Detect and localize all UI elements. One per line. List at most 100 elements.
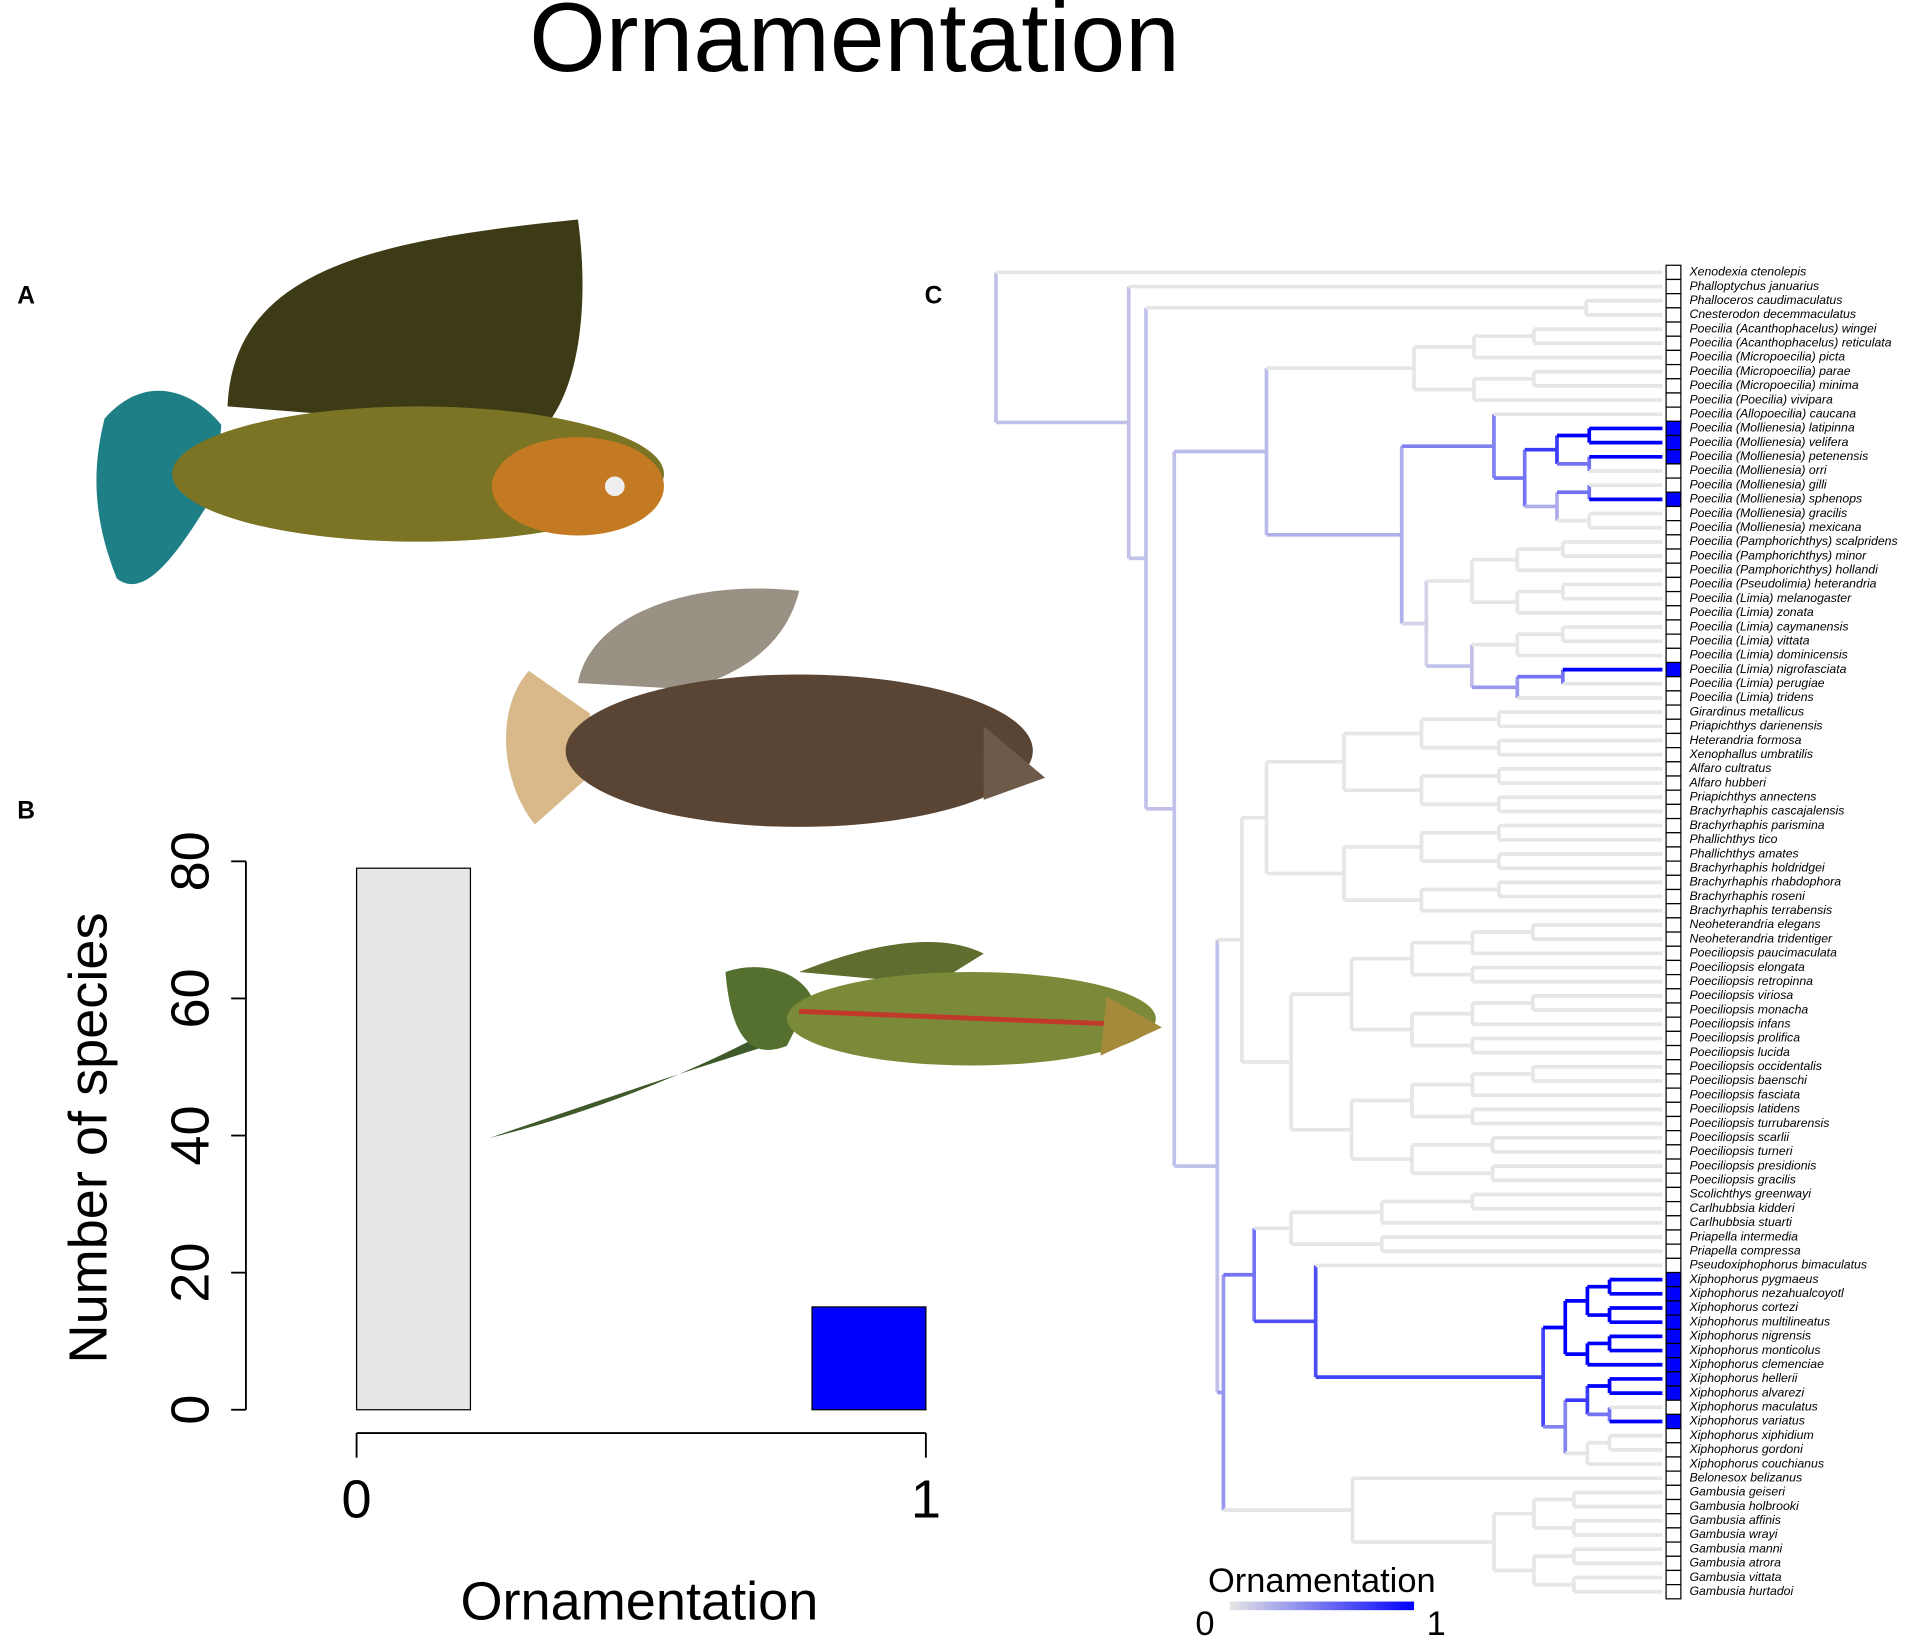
state-box bbox=[1665, 1215, 1682, 1231]
species-label: Carlhubbsia stuarti bbox=[1689, 1215, 1792, 1229]
state-box bbox=[1665, 520, 1682, 536]
state-box bbox=[1665, 264, 1682, 281]
species-label: Phalloptychus januarius bbox=[1689, 279, 1819, 293]
state-box bbox=[1665, 690, 1682, 706]
state-box bbox=[1665, 406, 1682, 422]
species-label: Belonesox belizanus bbox=[1689, 1470, 1802, 1484]
species-label: Xiphophorus nezahualcoyotl bbox=[1688, 1286, 1844, 1300]
state-box bbox=[1665, 988, 1682, 1004]
species-label: Poecilia (Allopoecilia) caucana bbox=[1689, 406, 1856, 420]
species-label: Poecilia (Limia) dominicensis bbox=[1689, 648, 1847, 662]
species-label: Heterandria formosa bbox=[1689, 733, 1801, 747]
y-axis-title: Number of species bbox=[59, 913, 119, 1364]
species-label: Poecilia (Mollienesia) gilli bbox=[1689, 477, 1826, 491]
species-label: Alfaro cultratus bbox=[1688, 761, 1771, 775]
state-box bbox=[1665, 534, 1682, 550]
species-label: Poecilia (Acanthophacelus) wingei bbox=[1689, 321, 1876, 335]
state-box bbox=[1665, 917, 1682, 933]
state-box bbox=[1665, 1541, 1682, 1557]
x-axis-title: Ornamentation bbox=[460, 1572, 818, 1632]
state-box bbox=[1665, 1569, 1682, 1586]
x-tick-label: 0 bbox=[342, 1469, 372, 1529]
species-label: Xiphophorus pygmaeus bbox=[1688, 1272, 1818, 1286]
state-box bbox=[1665, 1130, 1682, 1146]
state-box bbox=[1665, 477, 1682, 493]
species-label: Poeciliopsis latidens bbox=[1689, 1102, 1800, 1116]
state-box bbox=[1665, 704, 1682, 720]
state-box bbox=[1665, 449, 1682, 465]
state-box bbox=[1665, 817, 1682, 834]
bar bbox=[355, 867, 472, 1411]
y-tick-label: 20 bbox=[161, 1243, 221, 1303]
fish-molly bbox=[505, 588, 1046, 827]
species-label: Poecilia (Pseudolimia) heterandria bbox=[1689, 577, 1876, 591]
species-label: Poeciliopsis occidentalis bbox=[1689, 1059, 1821, 1073]
species-label: Poeciliopsis lucida bbox=[1689, 1045, 1790, 1059]
y-tick-label: 60 bbox=[161, 968, 221, 1028]
state-box bbox=[1665, 1200, 1682, 1217]
species-label: Carlhubbsia kidderi bbox=[1689, 1201, 1794, 1215]
state-box bbox=[1665, 1555, 1682, 1572]
state-box bbox=[1665, 874, 1682, 891]
species-label: Girardinus metallicus bbox=[1689, 704, 1804, 718]
state-box bbox=[1665, 661, 1682, 678]
state-box bbox=[1665, 1172, 1682, 1189]
state-box bbox=[1665, 803, 1682, 820]
species-label: Gambusia geiseri bbox=[1689, 1485, 1785, 1499]
species-label: Xiphophorus clemenciae bbox=[1688, 1357, 1824, 1371]
state-box bbox=[1665, 1257, 1682, 1274]
species-label: Priapella compressa bbox=[1689, 1243, 1800, 1257]
species-label: Poeciliopsis prolifica bbox=[1689, 1031, 1800, 1045]
state-box bbox=[1665, 293, 1682, 309]
species-label: Xiphophorus maculatus bbox=[1688, 1400, 1817, 1414]
species-label: Xiphophorus hellerii bbox=[1688, 1371, 1797, 1385]
species-label: Poecilia (Pamphorichthys) hollandi bbox=[1689, 563, 1878, 577]
state-box bbox=[1665, 1087, 1682, 1103]
species-label: Xenophallus umbratilis bbox=[1688, 747, 1813, 761]
state-box bbox=[1665, 335, 1682, 352]
species-label: Poecilia (Pamphorichthys) minor bbox=[1689, 548, 1867, 562]
species-label: Gambusia affinis bbox=[1689, 1513, 1780, 1527]
state-box bbox=[1665, 1427, 1682, 1444]
species-label: Poeciliopsis scarlii bbox=[1689, 1130, 1789, 1144]
state-box bbox=[1665, 321, 1682, 337]
species-label: Poeciliopsis fasciata bbox=[1689, 1087, 1800, 1101]
species-label: Xiphophorus gordoni bbox=[1688, 1442, 1803, 1456]
state-box bbox=[1665, 718, 1682, 735]
state-box bbox=[1665, 1243, 1682, 1259]
species-label: Poecilia (Micropoecilia) minima bbox=[1689, 378, 1858, 392]
species-label: Xenodexia ctenolepis bbox=[1688, 265, 1806, 279]
species-label: Priapella intermedia bbox=[1689, 1229, 1798, 1243]
species-label: Poeciliopsis infans bbox=[1689, 1017, 1790, 1031]
panel-label: B bbox=[17, 798, 35, 825]
state-box bbox=[1665, 278, 1682, 295]
species-label: Poecilia (Limia) caymanensis bbox=[1689, 619, 1848, 633]
state-box bbox=[1665, 1342, 1682, 1359]
y-tick-label: 40 bbox=[161, 1105, 221, 1165]
state-box bbox=[1665, 463, 1682, 479]
state-box bbox=[1665, 505, 1682, 522]
bar bbox=[811, 1306, 927, 1411]
state-box bbox=[1665, 1186, 1682, 1203]
species-label: Gambusia manni bbox=[1689, 1541, 1782, 1555]
state-box bbox=[1665, 747, 1682, 763]
species-label: Poeciliopsis turrubarensis bbox=[1689, 1116, 1829, 1130]
species-label: Poecilia (Mollienesia) latipinna bbox=[1689, 421, 1854, 435]
species-label: Poecilia (Mollienesia) sphenops bbox=[1689, 492, 1862, 506]
state-box bbox=[1665, 1484, 1682, 1501]
state-box bbox=[1665, 1002, 1682, 1018]
state-box bbox=[1665, 789, 1682, 805]
species-label: Poecilia (Pamphorichthys) scalpridens bbox=[1689, 534, 1897, 548]
fish-swordtail bbox=[489, 941, 1162, 1139]
state-box bbox=[1665, 903, 1682, 919]
x-tick-label: 1 bbox=[911, 1469, 941, 1529]
species-label: Poeciliopsis paucimaculata bbox=[1689, 946, 1837, 960]
species-label: Gambusia wrayi bbox=[1689, 1527, 1777, 1541]
state-box bbox=[1665, 378, 1682, 394]
species-label: Poeciliopsis elongata bbox=[1689, 960, 1805, 974]
species-label: Brachyrhaphis parismina bbox=[1689, 818, 1824, 832]
state-box bbox=[1665, 1413, 1682, 1430]
state-box bbox=[1665, 1144, 1682, 1160]
panel-label: C bbox=[925, 282, 943, 309]
